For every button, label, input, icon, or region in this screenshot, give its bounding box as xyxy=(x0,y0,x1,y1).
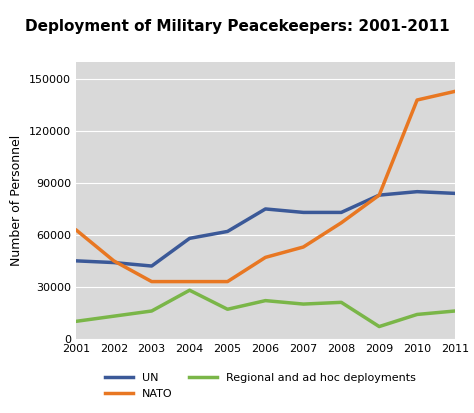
Legend: UN, NATO, Regional and ad hoc deployments: UN, NATO, Regional and ad hoc deployment… xyxy=(101,369,420,404)
Y-axis label: Number of Personnel: Number of Personnel xyxy=(10,135,23,266)
Text: Deployment of Military Peacekeepers: 2001-2011: Deployment of Military Peacekeepers: 200… xyxy=(25,19,449,34)
